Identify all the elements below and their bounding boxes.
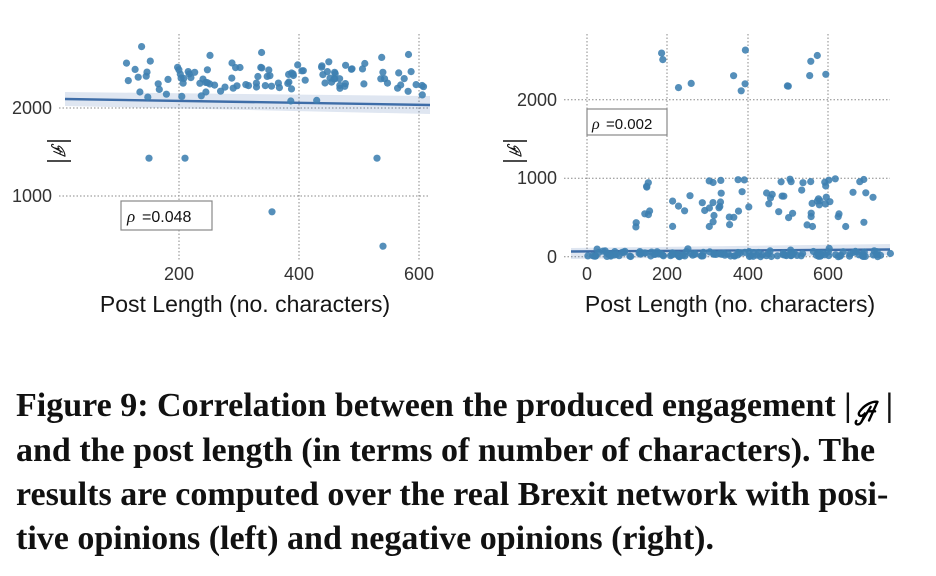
svg-text:600: 600: [813, 264, 843, 284]
svg-text:200: 200: [652, 264, 682, 284]
svg-text:=0.002: =0.002: [606, 116, 652, 133]
svg-text:2000: 2000: [517, 90, 557, 110]
svg-text:600: 600: [404, 264, 434, 284]
svg-text:Post Length (no. characters): Post Length (no. characters): [100, 291, 390, 317]
svg-text:ρ: ρ: [591, 116, 600, 133]
svg-text:1000: 1000: [517, 168, 557, 188]
svg-text:Post Length (no. characters): Post Length (no. characters): [585, 291, 875, 317]
svg-text:ρ: ρ: [126, 207, 135, 226]
svg-text:400: 400: [284, 264, 314, 284]
svg-text:0: 0: [547, 247, 557, 267]
svg-text:400: 400: [733, 264, 763, 284]
svg-text:0: 0: [582, 264, 592, 284]
svg-text:=0.048: =0.048: [142, 209, 191, 226]
svg-text:2000: 2000: [12, 98, 52, 118]
svg-text:1000: 1000: [12, 186, 52, 206]
svg-text:200: 200: [164, 264, 194, 284]
